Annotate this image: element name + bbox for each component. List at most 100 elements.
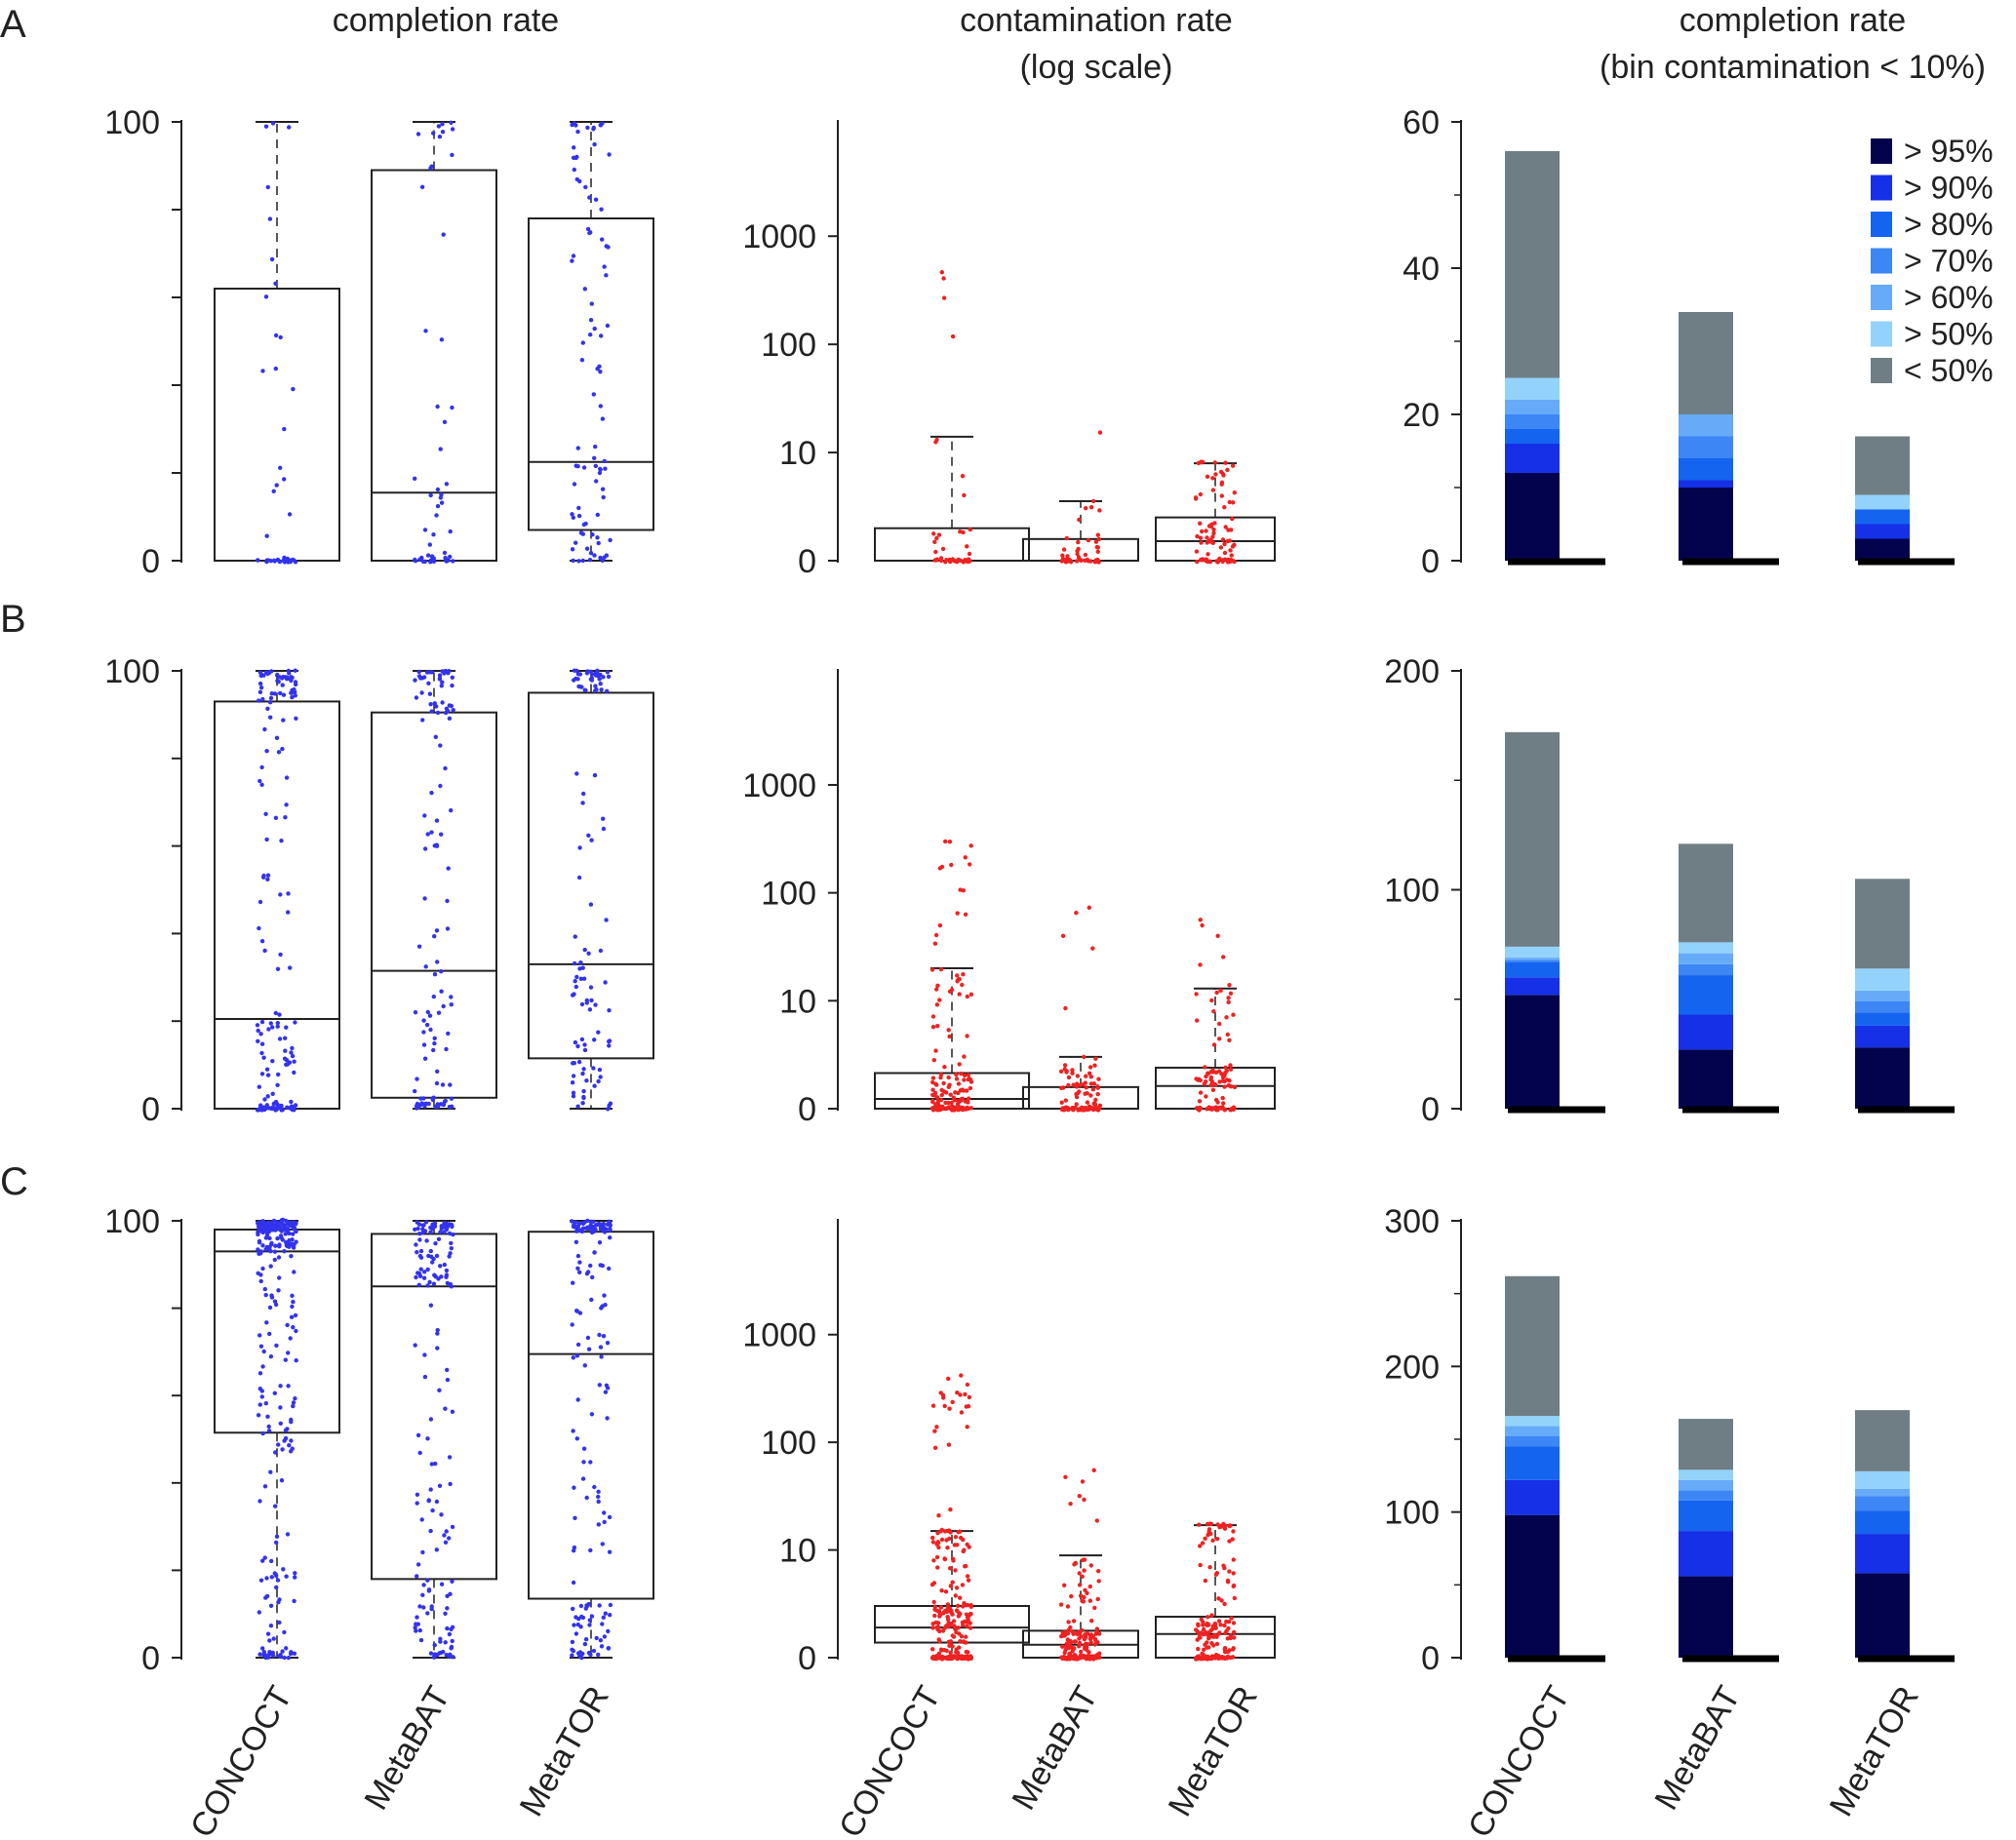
contamination-metabat-point	[1063, 1005, 1068, 1011]
contamination-concoct-point	[949, 862, 954, 868]
completion-metator-points	[570, 668, 613, 1112]
completion-metabat-point	[415, 1250, 419, 1255]
contamination-metabat-point	[1090, 946, 1095, 951]
completion-concoct-point	[289, 1050, 294, 1055]
contamination-metator-point	[1224, 1069, 1230, 1074]
bar-metator-segment	[1855, 1573, 1910, 1658]
completion-metator-point	[598, 404, 603, 409]
completion-concoct-point	[264, 1576, 269, 1581]
contamination-metabat-point	[1092, 1605, 1097, 1611]
contamination-tick-label: 0	[798, 543, 816, 580]
contamination-metator-point	[1199, 1657, 1205, 1662]
completion-metabat-point	[435, 1346, 440, 1351]
completion-metator-point	[599, 687, 604, 692]
contamination-metator-point	[1214, 1641, 1220, 1647]
completion-metabat-point	[427, 1279, 432, 1285]
completion-concoct-point	[255, 1023, 260, 1028]
completion-metator-point	[587, 558, 593, 563]
completion-concoct-point	[273, 1010, 278, 1016]
completion-concoct-point	[258, 1103, 263, 1108]
completion-concoct-point	[258, 1249, 263, 1254]
completion-metabat-points	[413, 668, 455, 1111]
contamination-concoct-point	[937, 866, 943, 871]
contamination-metabat-point	[1084, 1085, 1089, 1090]
completion-metator-point	[592, 772, 598, 778]
completion-concoct-point	[265, 873, 271, 878]
completion-metabat-point	[413, 1227, 417, 1233]
bar-metator-segment	[1855, 968, 1910, 991]
completion-metator-point	[573, 934, 577, 939]
completion-metabat-point	[424, 670, 430, 675]
completion-metator-point	[593, 463, 598, 469]
completion-concoct-point	[277, 559, 283, 565]
completion-metabat-point	[436, 124, 442, 129]
bar-metabat-segment	[1679, 942, 1733, 954]
completion-metator-point	[579, 1655, 584, 1661]
completion-metabat-point	[415, 1574, 419, 1579]
completion-concoct-point	[268, 700, 273, 705]
completion-metator-point	[601, 1334, 607, 1339]
contamination-tick-label: 1000	[742, 218, 816, 255]
contamination-metator-point	[1209, 523, 1214, 529]
completion-concoct-box	[214, 288, 340, 562]
contamination-concoct-point	[962, 1077, 967, 1082]
completion-concoct-point	[274, 1540, 279, 1546]
completion-metabat-point	[432, 843, 437, 848]
completion-metator-point	[591, 1066, 596, 1071]
contamination-metabat-point	[1062, 1583, 1067, 1588]
completion-metabat-point	[440, 1102, 446, 1107]
completion-concoct-point	[262, 948, 267, 954]
completion-concoct-point	[284, 1239, 289, 1245]
completion-metator-point	[605, 323, 611, 329]
completion-metator-point	[592, 1484, 597, 1490]
contamination-metator-point	[1213, 1625, 1218, 1631]
contamination-metabat-point	[1095, 549, 1101, 554]
contamination-metator-point	[1216, 1596, 1221, 1601]
contamination-concoct-point	[946, 1376, 951, 1382]
contamination-metator-point	[1230, 463, 1236, 468]
completion-metabat-point	[451, 708, 455, 713]
panel-letter-c: C	[0, 1160, 28, 1203]
contamination-metator-point	[1214, 1537, 1220, 1542]
completion-concoct-box	[214, 1228, 340, 1434]
completion-concoct-point	[278, 690, 283, 696]
completion-metator-point	[580, 1651, 585, 1657]
completion-concoct-point	[289, 1449, 294, 1454]
method-label-metabat: MetaBAT	[357, 1680, 457, 1817]
completion-concoct-point	[284, 1025, 289, 1030]
contamination-concoct-point	[935, 983, 940, 988]
contamination-metator-point	[1227, 1037, 1232, 1043]
completion-metator-point	[582, 947, 587, 953]
contamination-metabat-point	[1074, 1084, 1080, 1089]
contamination-concoct-point	[931, 1058, 936, 1063]
completion-metabat-point	[420, 1549, 425, 1555]
contamination-metator-point	[1231, 500, 1236, 505]
completion-concoct-point	[284, 1062, 289, 1068]
completion-concoct-point	[283, 1435, 289, 1441]
completion-concoct-point	[265, 877, 270, 881]
completion-metabat-point	[441, 1003, 446, 1009]
bar-metabat-segment	[1679, 312, 1733, 414]
completion-concoct-point	[290, 1053, 296, 1059]
completion-metator-point	[574, 1309, 579, 1313]
contamination-concoct-point	[955, 1650, 961, 1656]
contamination-metator-point	[1232, 1629, 1237, 1635]
bar-concoct-segment	[1505, 1426, 1560, 1437]
contamination-metabat-point	[1085, 1100, 1090, 1105]
completion-metabat-point	[415, 1501, 419, 1506]
contamination-concoct-point	[964, 1404, 968, 1409]
completion-metator-point	[599, 333, 604, 338]
contamination-metabat-point	[1077, 1571, 1082, 1576]
completion-metabat-point	[437, 1483, 443, 1489]
contamination-metator-point	[1231, 559, 1236, 564]
completion-metator-point	[600, 1622, 605, 1626]
completion-concoct-point	[292, 1598, 296, 1604]
contamination-concoct-point	[933, 440, 938, 445]
completion-metator-point	[577, 845, 582, 850]
completion-metabat-point	[427, 1013, 433, 1018]
completion-metator-point	[606, 1107, 611, 1112]
contamination-metabat-point	[1065, 1637, 1071, 1642]
completion-concoct-point	[256, 1271, 260, 1276]
completion-metator-point	[575, 1043, 580, 1049]
completion-concoct-point	[267, 1331, 272, 1337]
